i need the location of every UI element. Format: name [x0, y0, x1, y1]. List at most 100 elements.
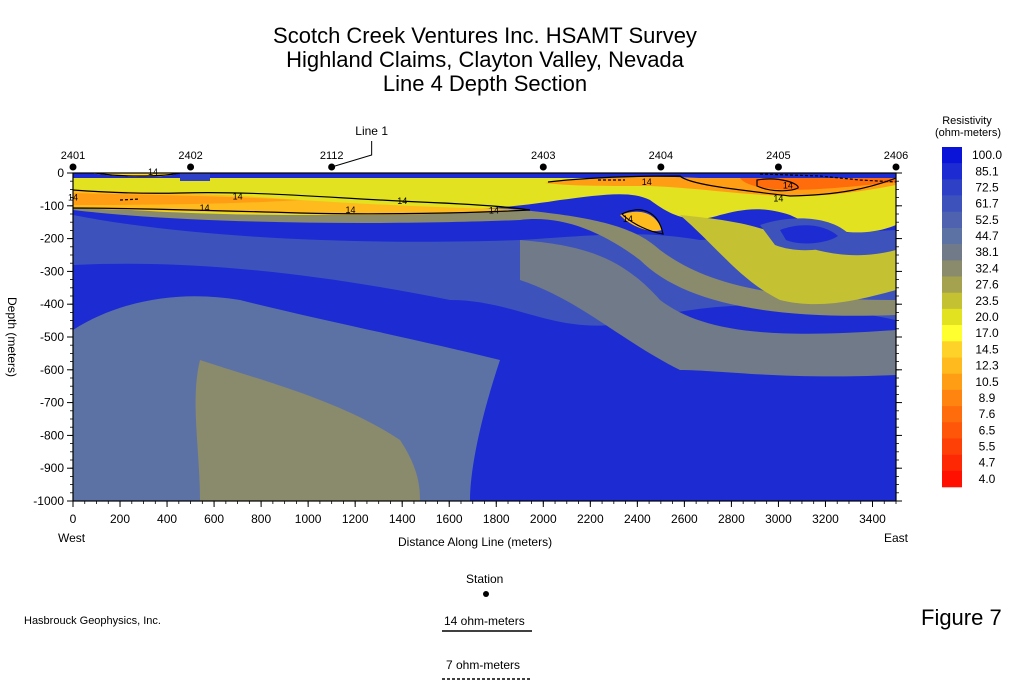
- y-tick-label: -900: [40, 461, 64, 475]
- colorbar-level-label: 100.0: [972, 148, 1002, 162]
- contour-label: 14: [233, 192, 243, 202]
- colorbar-level-label: 20.0: [975, 310, 999, 324]
- x-tick-label: 3000: [765, 512, 792, 526]
- colorbar-swatch: [942, 179, 962, 196]
- contour-label: 14: [68, 193, 78, 203]
- x-tick-label: 3400: [859, 512, 886, 526]
- station-label: 2401: [61, 150, 85, 162]
- colorbar-swatch: [942, 454, 962, 472]
- station-label: 2112: [320, 150, 344, 162]
- colorbar-level-label: 4.7: [979, 456, 996, 470]
- colorbar-swatch: [942, 260, 962, 277]
- y-tick-label: -500: [40, 330, 64, 344]
- colorbar-swatch: [942, 308, 962, 326]
- y-axis: 0 -100 -200 -300 -400 -500 -600 -700 -800 -900 -10…: [33, 166, 902, 508]
- y-tick-label: -400: [40, 297, 64, 311]
- x-tick-label: 1000: [295, 512, 322, 526]
- contour-lines: [73, 173, 896, 235]
- y-tick-label: -600: [40, 363, 64, 377]
- station-marker: [774, 163, 782, 171]
- colorbar-swatch: [942, 422, 962, 439]
- contour-label: 14: [148, 167, 158, 177]
- surface-red-orange-east: [740, 178, 896, 190]
- y-tick-label: -300: [40, 264, 64, 278]
- contour-label: 14: [783, 180, 793, 190]
- y-tick-label: -800: [40, 428, 64, 442]
- x-tick-label: 600: [204, 512, 224, 526]
- contour-7-legend-label: 7 ohm-meters: [446, 658, 521, 672]
- contour-14-surface-west: [94, 173, 181, 177]
- contour-label: 14: [642, 177, 652, 187]
- surface-orange-layer-west-top: [73, 193, 300, 205]
- contour-7-west-dashed: [119, 198, 141, 201]
- colorbar-level-label: 12.3: [975, 359, 999, 373]
- station-label: 2404: [649, 150, 673, 162]
- east-yellow-lobe: [680, 215, 896, 305]
- contour-label: 14: [773, 193, 783, 203]
- colorbar-swatch: [942, 147, 962, 164]
- colorbar-level-label: 4.0: [979, 472, 996, 486]
- y-tick-label: -1000: [33, 494, 64, 508]
- station-label: 2403: [531, 150, 555, 162]
- colorbar-title-line-1: Resistivity: [942, 115, 992, 127]
- east-moderate-zone: [520, 240, 896, 377]
- colorbar-swatch: [942, 244, 962, 261]
- contour-14-upper-west: [73, 189, 531, 215]
- colorbar-swatch: [942, 438, 962, 455]
- contour-label: 14: [345, 205, 355, 215]
- colorbar-swatch: [942, 341, 962, 358]
- title-line-3: Line 4 Depth Section: [382, 71, 588, 96]
- colorbar-swatch: [942, 211, 962, 229]
- colorbar-swatch: [942, 163, 962, 180]
- upper-transition-zone: [73, 215, 896, 326]
- colorbar-level-label: 85.1: [975, 164, 999, 178]
- x-tick-label: 1600: [436, 512, 463, 526]
- colorbar-level-label: 8.9: [979, 391, 996, 405]
- title-line-1: Scotch Creek Ventures Inc. HSAMT Survey: [273, 23, 697, 48]
- surface-high-resistivity-west: [180, 173, 210, 181]
- x-tick-label: 1800: [483, 512, 510, 526]
- colorbar-level-label: 7.6: [979, 407, 996, 421]
- title-line-2: Highland Claims, Clayton Valley, Nevada: [286, 47, 684, 72]
- colorbar-level-label: 14.5: [975, 342, 999, 356]
- colorbar-swatch: [942, 325, 962, 342]
- x-tick-label: 400: [157, 512, 177, 526]
- x-tick-label: 2000: [530, 512, 557, 526]
- colorbar-level-label: 44.7: [975, 229, 999, 243]
- colorbar-level-label: 61.7: [975, 197, 999, 211]
- colorbar-level-label: 5.5: [979, 440, 996, 454]
- contour-7-east-dashed: [759, 173, 896, 183]
- colorbar-level-label: 23.5: [975, 294, 999, 308]
- colorbar-swatch: [942, 373, 962, 391]
- contour-14-legend-label: 14 ohm-meters: [444, 614, 525, 628]
- station-label: 2402: [178, 150, 202, 162]
- line-legend: [442, 591, 532, 680]
- colorbar-swatch: [942, 357, 962, 374]
- station-markers: 2401 2402 2112 2403 2404 2405 2406 Line 1: [61, 124, 908, 171]
- x-axis-left-end-label: West: [58, 531, 86, 545]
- y-tick-label: -700: [40, 396, 64, 410]
- station-key-dot: [483, 591, 489, 597]
- station-legend-label: Station: [466, 572, 504, 586]
- colorbar-swatch: [942, 276, 962, 294]
- contour-label: 14: [397, 196, 407, 206]
- colorbar-swatch: [942, 470, 962, 488]
- middle-shallow-anomaly: [620, 211, 662, 232]
- station-label: 2406: [884, 150, 908, 162]
- colorbar-level-label: 38.1: [975, 245, 999, 259]
- company-label: Hasbrouck Geophysics, Inc.: [24, 615, 161, 627]
- y-tick-label: 0: [57, 166, 64, 180]
- colorbar-level-label: 32.4: [975, 261, 999, 275]
- figure-label: Figure 7: [921, 605, 1002, 630]
- contour-14-middle-anomaly: [620, 209, 664, 235]
- contour-14-surface-east: [547, 175, 896, 197]
- station-marker: [657, 163, 665, 171]
- colorbar-swatch: [942, 406, 962, 423]
- y-axis-title: Depth (meters): [5, 296, 19, 378]
- line-1-label: Line 1: [355, 124, 388, 138]
- contour-label: 14: [623, 214, 633, 224]
- station-marker: [69, 163, 77, 171]
- x-tick-label: 2800: [718, 512, 745, 526]
